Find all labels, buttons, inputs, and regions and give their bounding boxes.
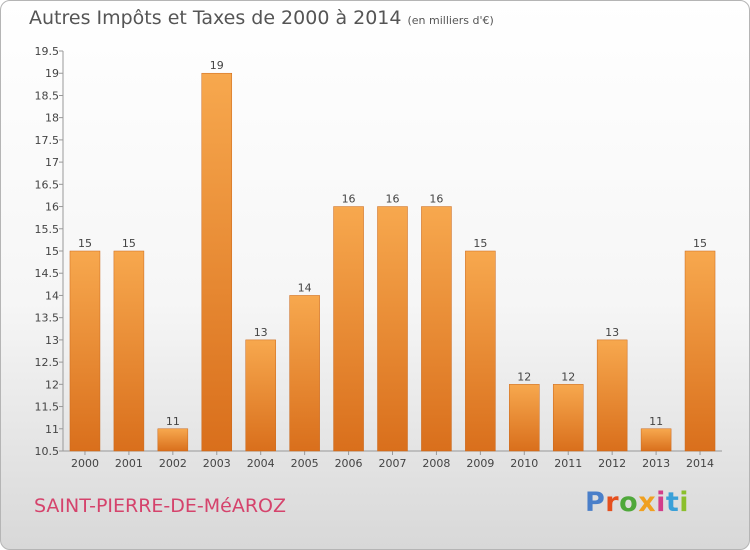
x-tick-label: 2005 bbox=[291, 457, 319, 470]
y-tick-label: 10.5 bbox=[35, 445, 60, 458]
y-tick-label: 13 bbox=[45, 334, 59, 347]
data-label-2001: 15 bbox=[122, 237, 136, 250]
y-tick-label: 12 bbox=[45, 378, 59, 391]
data-label-2010: 12 bbox=[517, 370, 531, 383]
y-tick-label: 12.5 bbox=[35, 356, 60, 369]
data-label-2004: 13 bbox=[254, 326, 268, 339]
bar-2002 bbox=[157, 428, 189, 452]
logo-letter: t bbox=[665, 487, 680, 518]
x-tick-label: 2008 bbox=[422, 457, 450, 470]
logo-letter: i bbox=[679, 487, 690, 518]
logo-letter: r bbox=[605, 487, 620, 518]
data-label-2002: 11 bbox=[166, 415, 180, 428]
x-tick-label: 2011 bbox=[554, 457, 582, 470]
x-tick-label: 2009 bbox=[466, 457, 494, 470]
bar-2004 bbox=[245, 339, 276, 452]
x-tick-label: 2000 bbox=[71, 457, 99, 470]
y-tick-label: 15 bbox=[45, 245, 59, 258]
x-tick-label: 2004 bbox=[247, 457, 275, 470]
chart-title: Autres Impôts et Taxes de 2000 à 2014 (en… bbox=[29, 7, 494, 29]
data-label-2012: 13 bbox=[605, 326, 619, 339]
chart-title-text: Autres Impôts et Taxes de 2000 à 2014 bbox=[29, 7, 402, 29]
x-tick-label: 2001 bbox=[115, 457, 143, 470]
y-tick-label: 16.5 bbox=[35, 178, 60, 191]
data-label-2014: 15 bbox=[693, 237, 707, 250]
y-tick-label: 18.5 bbox=[35, 89, 60, 102]
chart-labels: 2000 15 2001 15 2002 11 2003 19 2004 13 2005 14 2006… bbox=[71, 59, 714, 470]
logo-letter: i bbox=[656, 487, 666, 518]
y-tick-label: 17.5 bbox=[35, 134, 60, 147]
data-label-2006: 16 bbox=[342, 193, 356, 206]
bar-2010 bbox=[509, 384, 540, 452]
bar-2008 bbox=[421, 206, 452, 452]
x-tick-label: 2006 bbox=[335, 457, 363, 470]
bar-2001 bbox=[113, 250, 145, 452]
x-tick-label: 2013 bbox=[642, 457, 670, 470]
y-tick-label: 11 bbox=[45, 423, 59, 436]
x-tick-label: 2007 bbox=[379, 457, 407, 470]
x-tick-label: 2003 bbox=[203, 457, 231, 470]
bar-2009 bbox=[465, 250, 496, 452]
x-tick-label: 2012 bbox=[598, 457, 626, 470]
data-label-2008: 16 bbox=[429, 193, 443, 206]
bar-2006 bbox=[333, 206, 364, 452]
y-tick-label: 14 bbox=[45, 289, 59, 302]
logo-letter: o bbox=[619, 487, 639, 518]
data-label-2003: 19 bbox=[210, 59, 224, 72]
logo-letter: P bbox=[585, 487, 606, 518]
y-tick-label: 15.5 bbox=[35, 223, 60, 236]
chart-unit: (en milliers d'€) bbox=[407, 14, 494, 27]
bar-2011 bbox=[552, 384, 584, 452]
data-label-2009: 15 bbox=[473, 237, 487, 250]
commune-name: SAINT-PIERRE-DE-MéAROZ bbox=[34, 495, 287, 517]
data-label-2005: 14 bbox=[298, 281, 312, 294]
x-tick-label: 2002 bbox=[159, 457, 187, 470]
bar-2012 bbox=[596, 339, 628, 452]
data-label-2013: 11 bbox=[649, 415, 663, 428]
y-tick-label: 13.5 bbox=[35, 312, 60, 325]
data-label-2011: 12 bbox=[561, 370, 575, 383]
chart-bars bbox=[69, 72, 716, 452]
y-tick-label: 18 bbox=[45, 112, 59, 125]
bar-2005 bbox=[289, 295, 320, 452]
proxiti-logo[interactable]: Proxiti bbox=[585, 487, 689, 518]
y-tick-label: 11.5 bbox=[35, 401, 60, 414]
logo-letter: x bbox=[638, 487, 657, 518]
x-tick-label: 2014 bbox=[686, 457, 714, 470]
bar-2013 bbox=[640, 428, 672, 452]
bar-2000 bbox=[69, 250, 101, 452]
x-tick-label: 2010 bbox=[510, 457, 538, 470]
y-tick-label: 19.5 bbox=[35, 45, 60, 58]
bar-2007 bbox=[377, 206, 408, 452]
data-label-2000: 15 bbox=[78, 237, 92, 250]
y-tick-label: 17 bbox=[45, 156, 59, 169]
data-label-2007: 16 bbox=[386, 193, 400, 206]
bar-2003 bbox=[201, 72, 233, 452]
bar-2014 bbox=[684, 250, 716, 452]
y-tick-label: 16 bbox=[45, 201, 59, 214]
y-tick-label: 14.5 bbox=[35, 267, 60, 280]
y-tick-label: 19 bbox=[45, 67, 59, 80]
